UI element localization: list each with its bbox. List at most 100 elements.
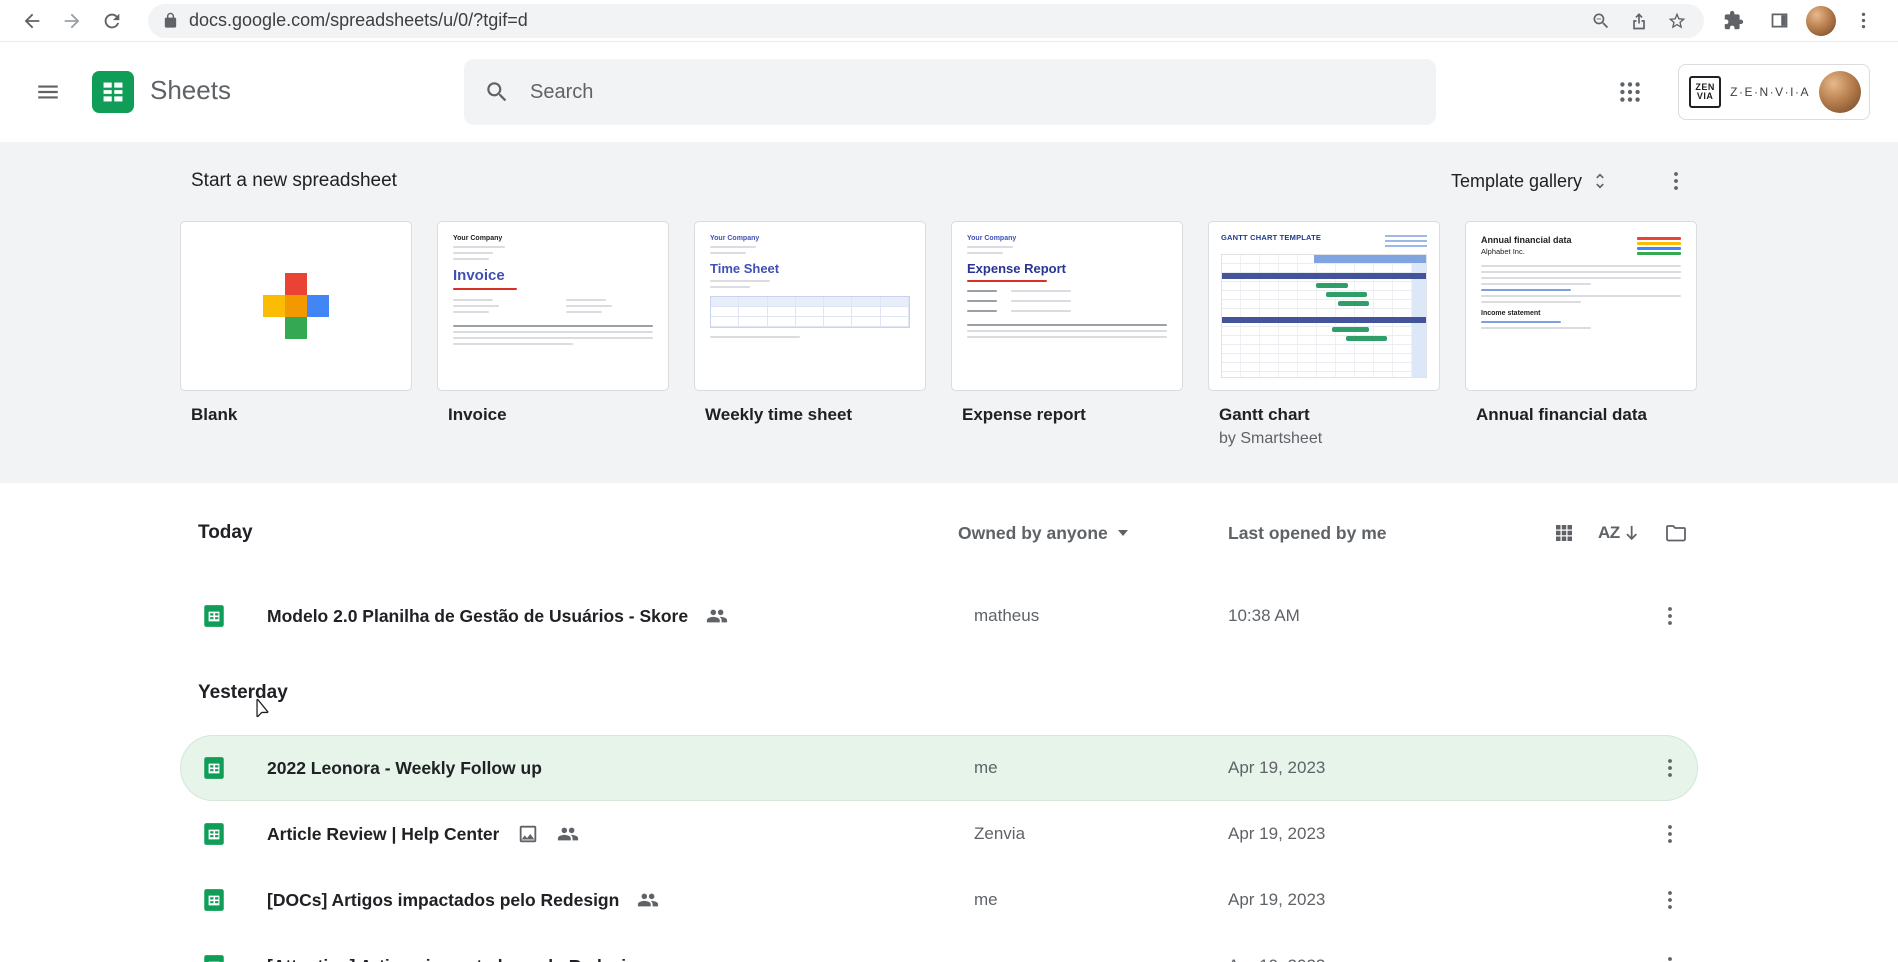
browser-forward-button[interactable] [52,3,92,39]
zoom-button[interactable] [1582,6,1620,36]
brand-name: Z·E·N·V·I·A [1730,85,1810,99]
search-input[interactable] [530,80,1416,104]
template-section-title: Start a new spreadsheet [191,170,397,191]
file-last-opened: Apr 19, 2023 [1228,758,1326,777]
template-options-button[interactable] [1654,159,1698,203]
shared-people-icon [557,823,579,845]
file-row-partial[interactable]: [Attention] Artigos impactados pelo Rede… [180,933,1698,962]
template-label: Gantt chart [1219,405,1310,424]
grid-view-button[interactable] [1542,511,1586,555]
template-card-annual-financial-data[interactable]: Annual financial data Alphabet Inc. Inco… [1465,221,1697,391]
template-card-weekly-time-sheet[interactable]: Your Company Time Sheet [694,221,926,391]
forward-arrow-icon [64,13,80,28]
kebab-menu-icon [1668,891,1672,909]
reload-icon [104,13,120,28]
owner-filter-dropdown[interactable]: Owned by anyone [950,517,1136,550]
file-owner: me [974,956,1228,962]
file-owner: matheus [974,606,1040,625]
extensions-button[interactable] [1714,6,1752,36]
arrow-down-icon [1626,525,1637,541]
section-title-today: Today [198,522,253,543]
browser-menu-button[interactable] [1844,6,1882,36]
row-more-button[interactable] [1648,944,1692,962]
main-menu-button[interactable] [24,70,72,114]
template-card-expense-report[interactable]: Your Company Expense Report [951,221,1183,391]
side-panel-button[interactable] [1760,6,1798,36]
sheets-logo[interactable] [92,71,134,113]
kebab-menu-icon [1668,607,1672,625]
file-list-section: Today Owned by anyone Last opened by me … [0,483,1898,962]
file-name: [DOCs] Artigos impactados pelo Redesign [267,889,620,910]
row-more-button[interactable] [1648,746,1692,790]
row-more-button[interactable] [1648,812,1692,856]
kebab-menu-icon [1668,957,1672,961]
side-panel-icon [1771,13,1787,28]
folder-icon [1666,525,1686,542]
sort-az-button[interactable]: AZ [1598,511,1642,555]
grid-view-icon [1556,525,1572,541]
new-blank-plus-icon [263,273,329,339]
share-button[interactable] [1620,6,1658,36]
sort-by-label[interactable]: Last opened by me [1228,522,1387,543]
template-card-gantt-chart[interactable]: GANTT CHART TEMPLATE [1208,221,1440,391]
hamburger-icon [38,85,58,99]
file-last-opened: Apr 19, 2023 [1228,956,1642,962]
unfold-more-icon [1596,173,1604,189]
file-name: 2022 Leonora - Weekly Follow up [267,757,542,778]
zoom-out-icon [1593,13,1609,28]
list-header: Today Owned by anyone Last opened by me … [180,509,1698,557]
sheets-file-icon [201,953,227,962]
header-right: ZEN VIA Z·E·N·V·I·A [1606,42,1870,142]
file-row-leonora[interactable]: 2022 Leonora - Weekly Follow up me Apr 1… [180,735,1698,801]
browser-profile-avatar[interactable] [1806,5,1836,36]
file-last-opened: Apr 19, 2023 [1228,890,1326,909]
row-more-button[interactable] [1648,594,1692,638]
template-card-blank[interactable] [180,221,412,391]
account-avatar[interactable] [1819,71,1861,113]
puzzle-icon [1724,10,1743,30]
sheets-file-icon [201,887,227,913]
template-label: Invoice [448,405,507,424]
browser-chrome: docs.google.com/spreadsheets/u/0/?tgif=d [0,0,1898,42]
template-card-invoice[interactable]: Your Company Invoice [437,221,669,391]
file-owner: Zenvia [974,824,1026,843]
shared-people-icon [706,605,728,627]
file-row-modelo[interactable]: Modelo 2.0 Planilha de Gestão de Usuário… [180,583,1698,649]
file-last-opened: 10:38 AM [1228,606,1300,625]
row-more-button[interactable] [1648,878,1692,922]
section-title-yesterday: Yesterday [198,682,288,703]
open-file-picker-button[interactable] [1654,511,1698,555]
share-icon [1633,12,1645,29]
back-arrow-icon [24,13,40,28]
address-bar[interactable]: docs.google.com/spreadsheets/u/0/?tgif=d [148,3,1704,38]
file-name: [Attention] Artigos impactados pelo Rede… [267,956,647,962]
image-badge-icon [517,823,539,845]
workspace-brand-badge: ZEN VIA Z·E·N·V·I·A [1678,64,1870,120]
zenvia-logo-icon: ZEN VIA [1689,76,1722,108]
view-controls: AZ [1542,509,1698,557]
legend-color-lines [1637,235,1681,257]
template-label: Expense report [962,405,1086,424]
template-gallery-button[interactable]: Template gallery [1441,165,1620,198]
bookmark-button[interactable] [1658,6,1696,36]
kebab-menu-icon [1861,12,1865,29]
star-icon [1668,12,1686,28]
file-row-docs-artigos[interactable]: [DOCs] Artigos impactados pelo Redesign … [180,867,1698,933]
template-byline: by Smartsheet [1219,430,1323,447]
file-name: Article Review | Help Center [267,823,500,844]
file-row-article-review[interactable]: Article Review | Help Center Zenvia Apr … [180,801,1698,867]
template-cards: Blank Your Company Invoice Invoice [0,195,1898,448]
kebab-menu-icon [1674,172,1678,190]
kebab-menu-icon [1668,759,1672,777]
sort-az-icon: AZ [1598,523,1620,542]
template-label: Annual financial data [1476,405,1647,424]
section-header-yesterday: Yesterday [180,671,1698,718]
apps-grid-icon [1620,82,1640,102]
google-apps-button[interactable] [1606,68,1654,116]
search-bar[interactable] [464,59,1436,125]
browser-back-button[interactable] [12,3,52,39]
url-text: docs.google.com/spreadsheets/u/0/?tgif=d [189,10,528,30]
browser-reload-button[interactable] [92,3,132,39]
kebab-menu-icon [1668,825,1672,843]
app-header: Sheets ZEN VIA Z·E·N·V·I·A [0,42,1898,142]
